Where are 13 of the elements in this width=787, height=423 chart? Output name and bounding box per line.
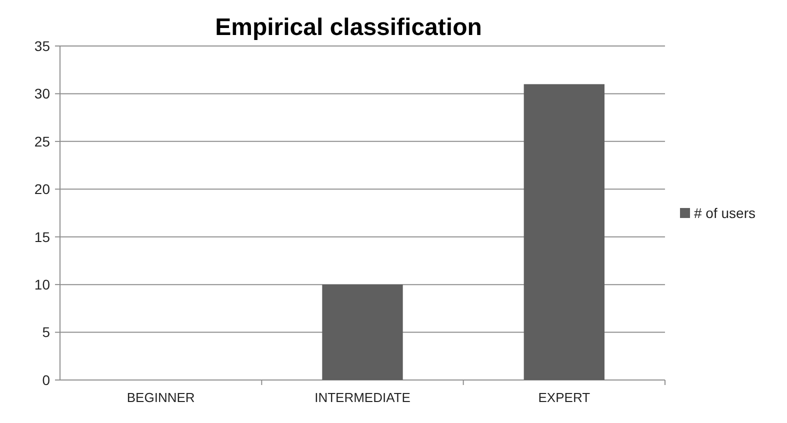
chart-title: Empirical classification: [215, 14, 482, 41]
x-tick-label: EXPERT: [538, 390, 590, 405]
x-tick-label: INTERMEDIATE: [314, 390, 411, 405]
x-tick-label: BEGINNER: [126, 390, 195, 405]
y-tick-label: 10: [34, 276, 50, 292]
y-tick-label: 30: [34, 86, 50, 102]
y-tick-label: 15: [34, 228, 50, 245]
y-tick-label: 5: [42, 324, 50, 340]
y-tick-label: 35: [34, 38, 50, 54]
legend-label: # of users: [694, 204, 756, 221]
y-tick-label: 0: [42, 372, 50, 388]
y-tick-label: 20: [34, 181, 50, 198]
y-tick-label: 25: [34, 133, 50, 150]
